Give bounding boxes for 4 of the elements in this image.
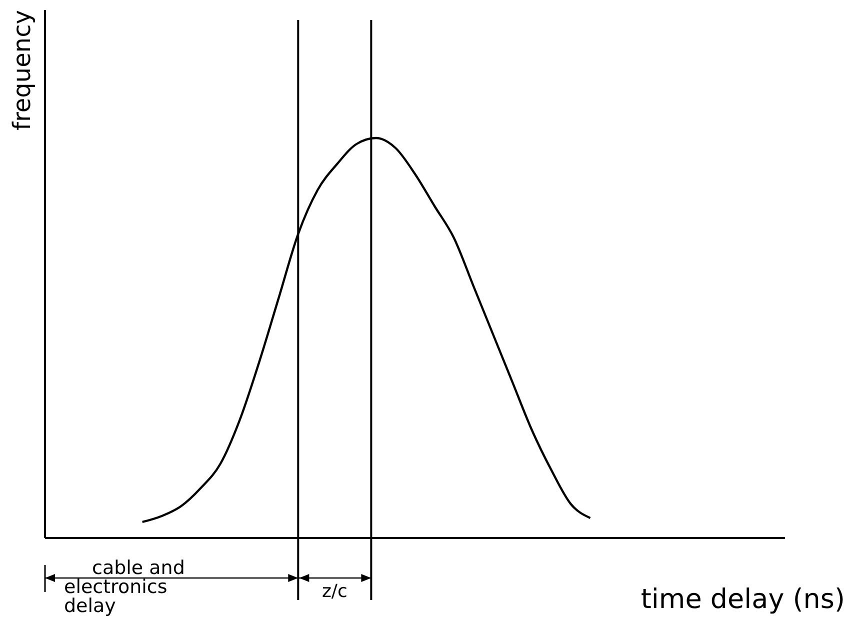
text: cable and electronics delay xyxy=(64,557,185,617)
y-axis-title: frequency xyxy=(8,10,36,130)
x-axis-title: time delay (ns) xyxy=(640,584,845,615)
text: z/c xyxy=(322,581,348,602)
